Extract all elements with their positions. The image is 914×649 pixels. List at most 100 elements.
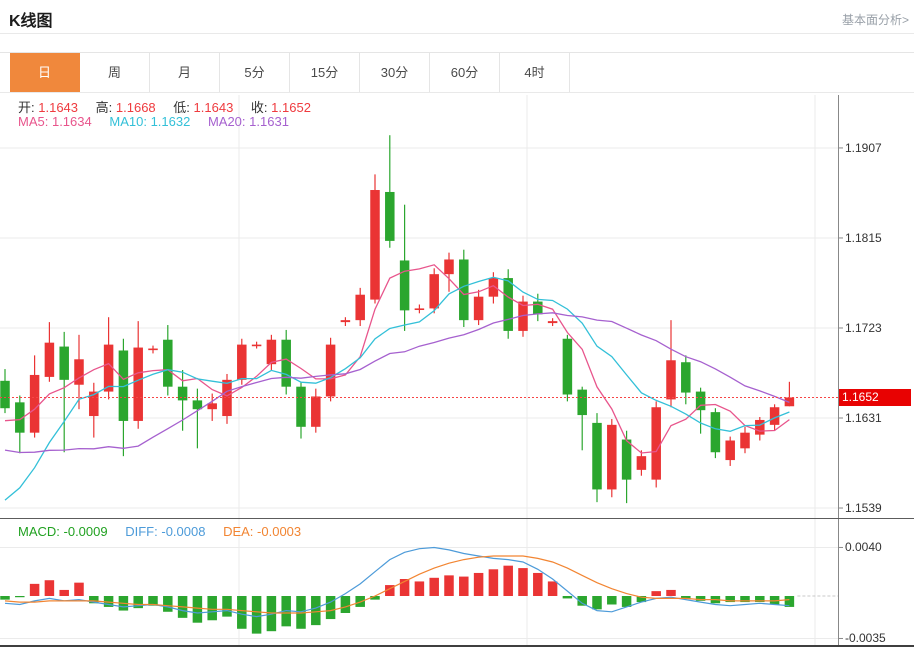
candle-body xyxy=(503,278,513,331)
bottom-border xyxy=(0,645,914,647)
candle-body xyxy=(473,296,484,321)
candle-body xyxy=(325,344,336,397)
macd-hist-bar xyxy=(414,581,425,596)
macd-hist-bar xyxy=(74,582,84,596)
candle-body xyxy=(192,400,203,410)
candle-body xyxy=(769,407,780,425)
legend-high: 高: 1.1668 xyxy=(95,100,156,115)
macd-hist-bar xyxy=(740,596,750,603)
macd-hist-bar xyxy=(695,596,706,601)
candle-body xyxy=(666,360,676,400)
macd-hist-bar xyxy=(681,596,691,599)
candle-body xyxy=(681,362,691,393)
macd-hist-bar xyxy=(592,596,602,610)
legend-macd: MACD: -0.0009 xyxy=(18,524,108,539)
legend-close: 收: 1.1652 xyxy=(250,100,311,115)
candle-body xyxy=(414,308,425,311)
legend-ma10: MA10: 1.1632 xyxy=(109,114,191,129)
ohlc-legend: 开: 1.1643 高: 1.1668 低: 1.1643 收: 1.1652 xyxy=(18,97,325,116)
legend-dea: DEA: -0.0003 xyxy=(223,524,302,539)
macd-hist-bar xyxy=(651,591,661,596)
candle-body xyxy=(370,190,380,300)
macd-hist-bar xyxy=(385,585,395,596)
tab-30min[interactable]: 30分 xyxy=(360,53,430,92)
legend-low: 低: 1.1643 xyxy=(173,100,234,115)
candle-body xyxy=(118,350,129,421)
candle-body xyxy=(725,440,735,461)
tab-day[interactable]: 日 xyxy=(10,53,80,92)
macd-hist-bar xyxy=(459,576,469,596)
candle-body xyxy=(621,439,632,480)
tab-5min[interactable]: 5分 xyxy=(220,53,290,92)
macd-hist-bar xyxy=(207,596,217,621)
macd-hist-bar xyxy=(340,596,351,613)
candle-body xyxy=(518,301,528,331)
candle-body xyxy=(399,260,410,311)
tab-4hour[interactable]: 4时 xyxy=(500,53,570,92)
macd-legend: MACD: -0.0009 DIFF: -0.0008 DEA: -0.0003 xyxy=(18,524,315,539)
candle-body xyxy=(488,278,499,297)
ma-legend: MA5: 1.1634 MA10: 1.1632 MA20: 1.1631 xyxy=(18,114,303,129)
macd-hist-bar xyxy=(607,596,617,605)
macd-hist-bar xyxy=(148,596,158,606)
candle-body xyxy=(651,407,661,480)
candle-body xyxy=(222,379,232,417)
macd-hist-bar xyxy=(192,596,203,623)
macd-hist-bar xyxy=(29,583,40,596)
candle-body xyxy=(444,259,454,275)
panel-divider xyxy=(0,518,914,519)
current-price-badge: 1.1652 xyxy=(839,389,911,406)
tab-15min[interactable]: 15分 xyxy=(290,53,360,92)
candle-body xyxy=(237,344,247,380)
macd-hist-bar xyxy=(370,596,380,600)
candle-body xyxy=(0,380,10,409)
axis-label-11815: 1.1815 xyxy=(845,231,882,245)
macd-hist-bar xyxy=(769,596,780,605)
macd-hist-bar xyxy=(547,581,558,596)
candle-body xyxy=(547,321,558,324)
axis-label-macd-low: -0.0035 xyxy=(845,631,886,645)
candle-body xyxy=(89,391,99,417)
macd-hist-bar xyxy=(251,596,262,634)
macd-hist-bar xyxy=(237,596,247,629)
axis-label-macd-high: 0.0040 xyxy=(845,540,882,554)
candle-body xyxy=(459,259,469,321)
ma10-line xyxy=(4,276,790,501)
tab-60min[interactable]: 60分 xyxy=(430,53,500,92)
candle-body xyxy=(133,347,143,421)
macd-hist-bar xyxy=(577,596,587,606)
candle-body xyxy=(15,402,25,433)
candle-body xyxy=(592,422,602,490)
fundamental-analysis-link[interactable]: 基本面分析> xyxy=(841,13,909,27)
candle-body xyxy=(251,344,262,347)
macd-hist-bar xyxy=(103,596,114,607)
macd-hist-bar xyxy=(44,580,55,596)
tab-week[interactable]: 周 xyxy=(80,53,150,92)
macd-hist-bar xyxy=(311,596,321,626)
macd-hist-bar xyxy=(59,589,69,596)
candle-body xyxy=(311,396,321,427)
axis-label-11539: 1.1539 xyxy=(845,501,882,515)
macd-hist-bar xyxy=(562,596,573,599)
legend-open: 开: 1.1643 xyxy=(18,100,79,115)
macd-hist-bar xyxy=(0,596,10,600)
axis-label-11907: 1.1907 xyxy=(845,141,882,155)
candle-body xyxy=(29,374,40,433)
macd-hist-bar xyxy=(15,596,25,598)
macd-hist-bar xyxy=(444,575,454,596)
macd-dea-line xyxy=(4,555,790,614)
macd-hist-bar xyxy=(725,596,735,603)
candle-body xyxy=(296,386,306,427)
candle-body xyxy=(740,432,750,449)
candle-body xyxy=(355,294,365,321)
candle-body xyxy=(59,346,69,380)
axis-label-11723: 1.1723 xyxy=(845,321,882,335)
tab-month[interactable]: 月 xyxy=(150,53,220,92)
candle-body xyxy=(755,419,765,435)
macd-diff-line xyxy=(4,546,790,618)
macd-hist-bar xyxy=(89,596,99,604)
candle-body xyxy=(562,338,573,395)
period-tabbar: 日 周 月 5分 15分 30分 60分 4时 xyxy=(0,52,914,93)
